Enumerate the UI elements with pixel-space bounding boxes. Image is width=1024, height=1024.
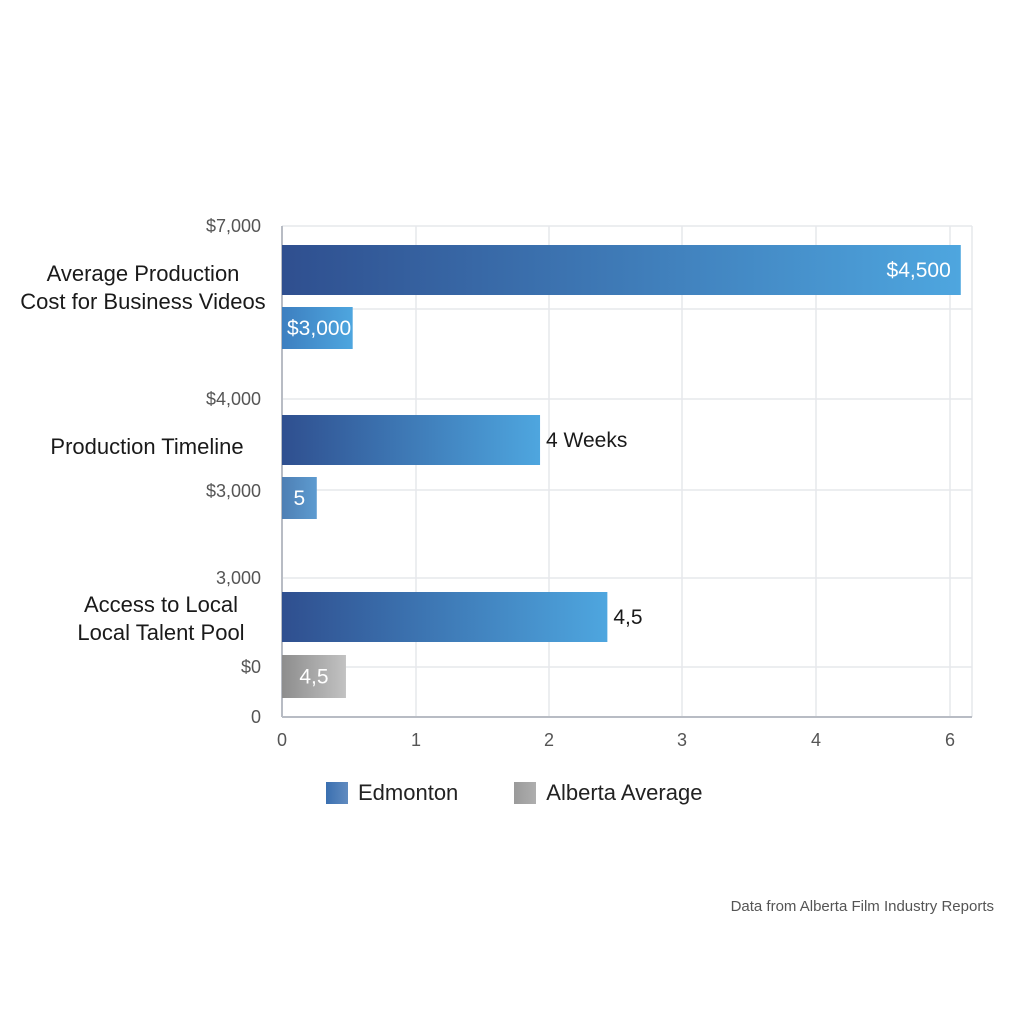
bar-alberta-average	[282, 477, 317, 519]
legend-label-alberta-average: Alberta Average	[546, 780, 703, 805]
x-tick-label: 4	[811, 730, 821, 750]
category-label: Production Timeline	[50, 434, 243, 459]
x-tick-label: 1	[411, 730, 421, 750]
legend: Edmonton Alberta Average	[326, 780, 758, 806]
source-note: Data from Alberta Film Industry Reports	[730, 898, 994, 915]
x-tick-label: 6	[945, 730, 955, 750]
legend-label-edmonton: Edmonton	[358, 780, 459, 805]
legend-swatch-alberta-average	[514, 782, 537, 804]
data-label: 5	[294, 487, 306, 510]
data-label: $3,000	[287, 317, 351, 340]
legend-item-edmonton: Edmonton	[326, 780, 458, 806]
bar-alberta-average	[282, 307, 353, 349]
legend-item-alberta-average: Alberta Average	[514, 780, 702, 806]
x-tick-label: 2	[544, 730, 554, 750]
x-tick-label: 0	[277, 730, 287, 750]
category-label: Average Production	[47, 261, 240, 286]
legend-swatch-edmonton	[326, 782, 348, 804]
y-tick-label: $3,000	[206, 481, 261, 501]
x-tick-label: 3	[677, 730, 687, 750]
data-label: 4,5	[613, 606, 642, 629]
bar-edmonton	[282, 245, 961, 295]
y-tick-label: $0	[241, 657, 261, 677]
y-tick-label: 0	[251, 707, 261, 727]
data-label: 4,5	[299, 666, 328, 689]
bar-edmonton	[282, 592, 608, 642]
category-label: Access to Local	[84, 592, 238, 617]
y-tick-label: 3,000	[216, 568, 261, 588]
category-label: Cost for Business Videos	[20, 289, 265, 314]
bar-edmonton	[282, 415, 541, 465]
bar-alberta-average	[282, 655, 346, 698]
data-label: $4,500	[887, 259, 951, 282]
bar-chart: $7,000 $4,000 $3,000 3,000 $0 00 1 2 3 4 6 $4,500 4 …	[20, 216, 973, 750]
data-label: 4 Weeks	[546, 429, 627, 452]
category-label: Local Talent Pool	[77, 620, 244, 645]
y-tick-label: $4,000	[206, 389, 261, 409]
y-tick-label: $7,000	[206, 216, 261, 236]
